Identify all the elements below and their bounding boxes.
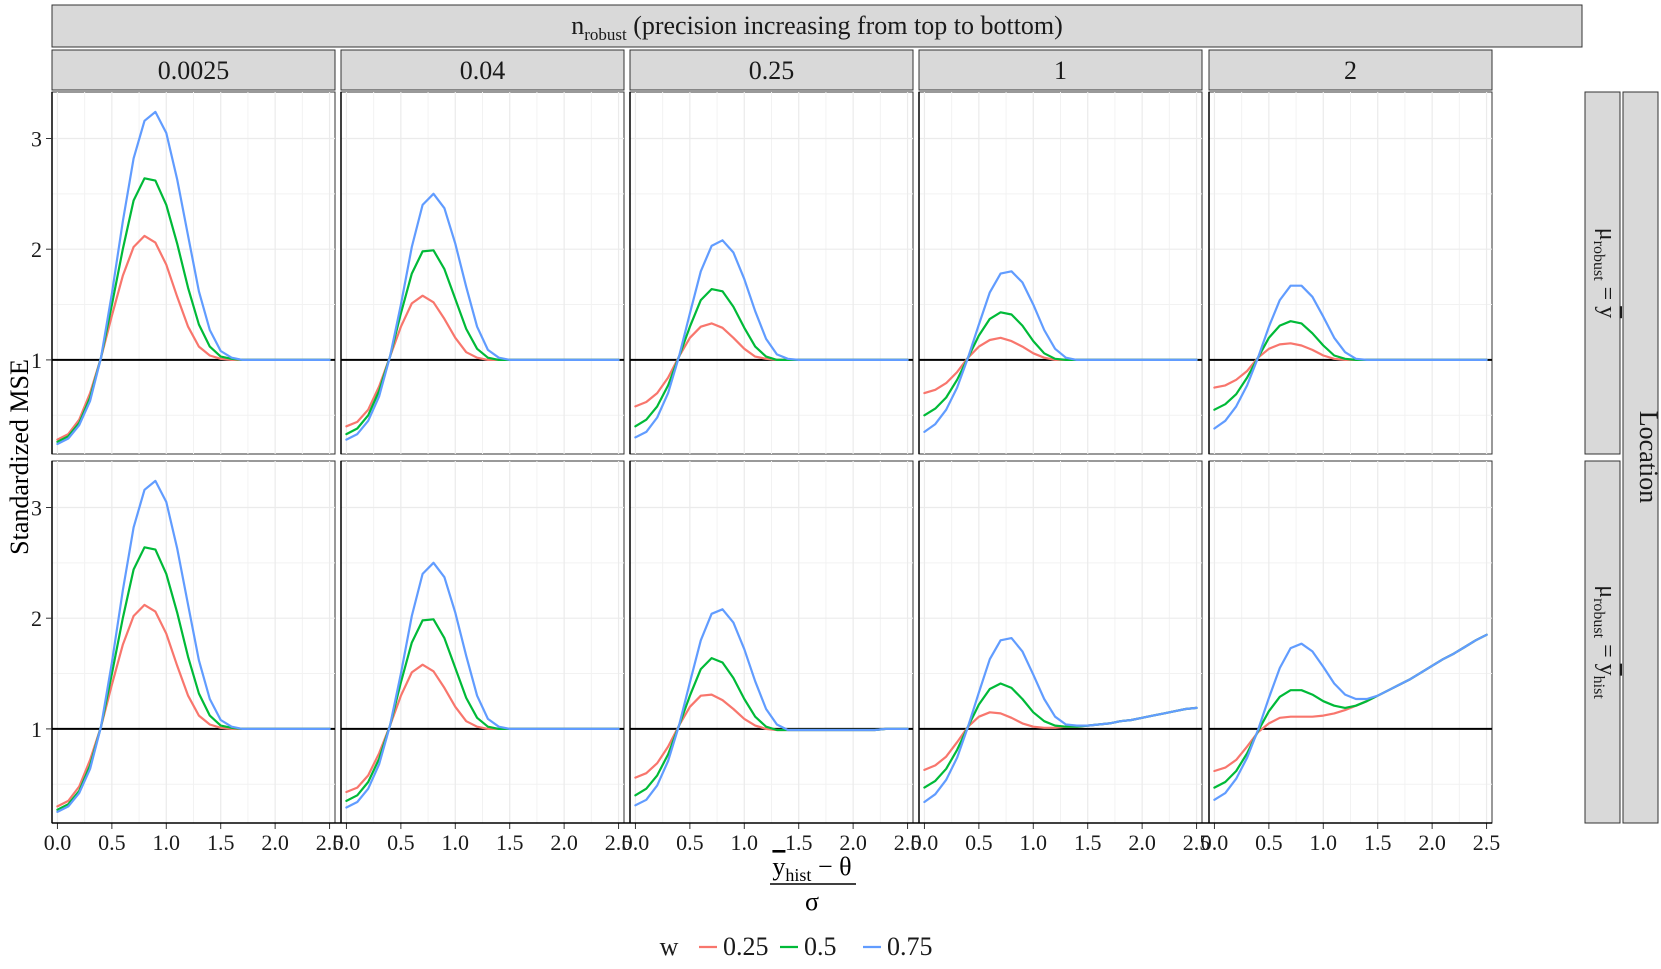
x-tick-label: 0.5 (1255, 830, 1283, 855)
x-tick-label: 1.0 (1310, 830, 1338, 855)
x-tick-label: 1.5 (1074, 830, 1102, 855)
row-strip-label-1: μrobust = yhist (1590, 585, 1620, 699)
row-strip-sub: robust (1590, 598, 1607, 639)
series-line-w-0.75 (923, 636, 1198, 804)
row-strip-sub: robust (1590, 241, 1607, 282)
row-strip-mu: μ (1594, 228, 1620, 241)
row-strip-eq: = (1594, 281, 1620, 307)
row-strip-ybar: y (1594, 664, 1620, 676)
series-line-w-0.75 (345, 192, 620, 441)
x-tick-label: 1.0 (1020, 830, 1048, 855)
x-title-rest: − θ (811, 852, 851, 881)
legend-title: w (660, 932, 679, 961)
column-strip-2 (629, 49, 914, 91)
column-strip-label-2: 0.25 (749, 56, 795, 85)
column-strip-1 (340, 49, 625, 91)
x-tick-label: 2.5 (1473, 830, 1501, 855)
column-strip-label-3: 1 (1054, 56, 1067, 85)
x-title-sub: hist (785, 865, 811, 885)
panel-r0-c0 (51, 91, 336, 455)
x-tick-label: 2.5 (1183, 830, 1211, 855)
x-tick-label: 2.5 (894, 830, 922, 855)
x-tick-label: 2.0 (550, 830, 578, 855)
outer-strip-rest: (precision increasing from top to bottom… (627, 11, 1063, 40)
series-line-w-0.75 (634, 608, 909, 807)
x-tick-label: 1.0 (442, 830, 470, 855)
row-strip-1 (1584, 460, 1621, 824)
panel-r0-c3 (918, 91, 1203, 455)
series-line-w-0.75 (634, 239, 909, 439)
column-strip-label-4: 2 (1344, 56, 1357, 85)
row-strip-ybar: y (1594, 306, 1620, 318)
series-line-w-0.75 (56, 479, 331, 814)
x-axis-title-denominator: σ (805, 887, 819, 916)
x-tick-label: 1.0 (731, 830, 759, 855)
y-tick-label: 1 (31, 348, 42, 373)
outer-column-strip-label: nrobust (precision increasing from top t… (571, 11, 1063, 44)
column-strip-label-1: 0.04 (460, 56, 506, 85)
x-tick-label: 2.5 (605, 830, 633, 855)
series-line-w-0.75 (345, 561, 620, 809)
y-tick-label: 3 (31, 126, 42, 151)
series-line-w-0.75 (1213, 284, 1488, 430)
row-strip-label-0: μrobust = y (1590, 228, 1620, 318)
outer-column-strip (51, 4, 1583, 48)
x-tick-label: 1.5 (207, 830, 235, 855)
x-tick-label: 1.0 (153, 830, 181, 855)
panel-r1-c3 (918, 460, 1203, 824)
column-strip-label-0: 0.0025 (158, 56, 230, 85)
outer-row-strip (1622, 91, 1659, 824)
x-tick-label: 2.0 (839, 830, 867, 855)
column-strip-0 (51, 49, 336, 91)
row-strip-ysub: hist (1590, 676, 1607, 700)
panel-r1-c4 (1208, 460, 1493, 824)
x-tick-label: 0.0 (622, 830, 650, 855)
y-tick-label: 2 (31, 237, 42, 262)
x-title-ybar: y (772, 852, 785, 881)
series-line-w-0.75 (56, 110, 331, 446)
column-strip-4 (1208, 49, 1493, 91)
outer-strip-subscript: robust (584, 25, 627, 44)
x-tick-label: 0.0 (1201, 830, 1229, 855)
panel-r1-c2 (629, 460, 914, 824)
x-tick-label: 0.5 (98, 830, 126, 855)
x-tick-label: 0.5 (676, 830, 704, 855)
series-line-w-0.75 (1213, 633, 1488, 801)
row-strip-eq: = (1594, 638, 1620, 664)
panel-r1-c1 (340, 460, 625, 824)
row-strip-0 (1584, 91, 1621, 455)
legend-label-w-0.5: 0.5 (804, 932, 837, 961)
x-tick-label: 0.0 (333, 830, 361, 855)
y-tick-label: 3 (31, 495, 42, 520)
x-tick-label: 1.5 (785, 830, 813, 855)
panel-r0-c4 (1208, 91, 1493, 455)
legend: w 0.25 0.5 0.75 (660, 932, 933, 961)
x-tick-label: 2.0 (1418, 830, 1446, 855)
series-line-w-0.75 (923, 270, 1198, 433)
outer-row-strip-label: Location (1634, 411, 1661, 503)
panel-r0-c1 (340, 91, 625, 455)
x-tick-label: 2.5 (316, 830, 344, 855)
x-tick-label: 2.0 (261, 830, 289, 855)
y-axis-title: Standardized MSE (5, 359, 34, 555)
outer-strip-var: n (571, 11, 584, 40)
y-tick-label: 1 (31, 717, 42, 742)
y-tick-label: 2 (31, 606, 42, 631)
x-tick-label: 1.5 (1364, 830, 1392, 855)
x-tick-label: 0.5 (387, 830, 415, 855)
panel-r1-c0 (51, 460, 336, 824)
x-tick-label: 0.0 (911, 830, 939, 855)
panel-r0-c2 (629, 91, 914, 455)
x-tick-label: 0.0 (44, 830, 72, 855)
row-strip-mu: μ (1594, 585, 1620, 598)
x-tick-label: 2.0 (1128, 830, 1156, 855)
x-tick-label: 1.5 (496, 830, 524, 855)
legend-label-w-0.25: 0.25 (723, 932, 769, 961)
legend-label-w-0.75: 0.75 (887, 932, 933, 961)
x-tick-label: 0.5 (965, 830, 993, 855)
x-axis-title-numerator: yhist − θ (772, 852, 851, 885)
column-strip-3 (918, 49, 1203, 91)
